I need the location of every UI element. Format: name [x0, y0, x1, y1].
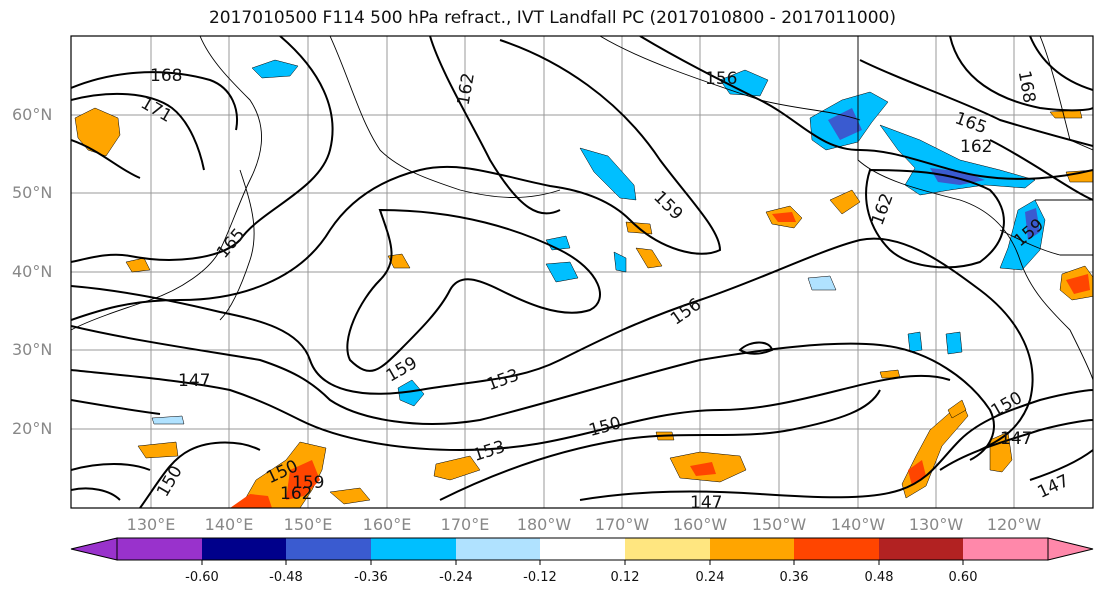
colorbar-segment	[625, 538, 710, 560]
colorbar-tick-label: 0.24	[695, 570, 725, 585]
colorbar-tick-label: -0.36	[354, 570, 388, 585]
colorbar-tick-label: 0.60	[948, 570, 978, 585]
anomaly-fills	[74, 59, 1093, 508]
colorbar-segment	[202, 538, 286, 560]
colorbar-segment	[963, 538, 1048, 560]
colorbar-segment	[879, 538, 963, 560]
coastlines	[71, 36, 1093, 508]
lon-label-140w: 140°W	[830, 515, 886, 534]
colorbar-tick-label: 0.36	[779, 570, 809, 585]
lon-label-170e: 170°E	[440, 515, 490, 534]
lat-label-50n: 50°N	[12, 183, 53, 202]
contour-label: 159	[292, 473, 324, 493]
gridlines	[71, 36, 1093, 508]
colorbar-tick-label: 0.48	[864, 570, 894, 585]
colorbar-segment	[540, 538, 625, 560]
lon-label-130w: 130°W	[908, 515, 964, 534]
contour-label: 147	[178, 371, 210, 391]
lon-label-140e: 140°E	[204, 515, 254, 534]
lon-label-180w: 180°W	[516, 515, 572, 534]
lon-label-150w: 150°W	[751, 515, 807, 534]
colorbar-tick-label: -0.24	[439, 570, 473, 585]
contour-label: 147	[690, 493, 722, 513]
lat-label-60n: 60°N	[12, 105, 53, 124]
lat-label-30n: 30°N	[12, 340, 53, 359]
contour-label: 168	[150, 66, 182, 86]
colorbar-tick-label: 0.12	[610, 570, 640, 585]
lat-label-20n: 20°N	[12, 419, 53, 438]
colorbar-segment	[794, 538, 879, 560]
colorbar	[70, 537, 1094, 565]
map-title: 2017010500 F114 500 hPa refract., IVT La…	[208, 8, 896, 28]
colorbar-tick-label: -0.60	[185, 570, 219, 585]
map-frame	[70, 35, 1094, 509]
colorbar-tick-label: -0.48	[269, 570, 303, 585]
colorbar-segment	[286, 538, 371, 560]
lon-label-120w: 120°W	[986, 515, 1042, 534]
lon-label-130e: 130°E	[126, 515, 176, 534]
colorbar-high-extend	[1047, 537, 1094, 561]
colorbar-segment	[710, 538, 794, 560]
colorbar-segment	[117, 538, 202, 560]
contour-label: 156	[705, 69, 737, 89]
refractivity-contours	[71, 36, 1093, 508]
lon-label-150e: 150°E	[283, 515, 333, 534]
lat-label-40n: 40°N	[12, 262, 53, 281]
contour-label: 162	[280, 484, 312, 504]
colorbar-segment	[456, 538, 540, 560]
lon-label-160e: 160°E	[362, 515, 412, 534]
colorbar-low-extend	[70, 537, 118, 561]
colorbar-segment	[371, 538, 456, 560]
contour-label: 147	[1000, 429, 1032, 449]
contour-label: 162	[960, 137, 992, 157]
lon-label-170w: 170°W	[594, 515, 650, 534]
colorbar-tick-label: -0.12	[523, 570, 557, 585]
lon-label-160w: 160°W	[672, 515, 728, 534]
